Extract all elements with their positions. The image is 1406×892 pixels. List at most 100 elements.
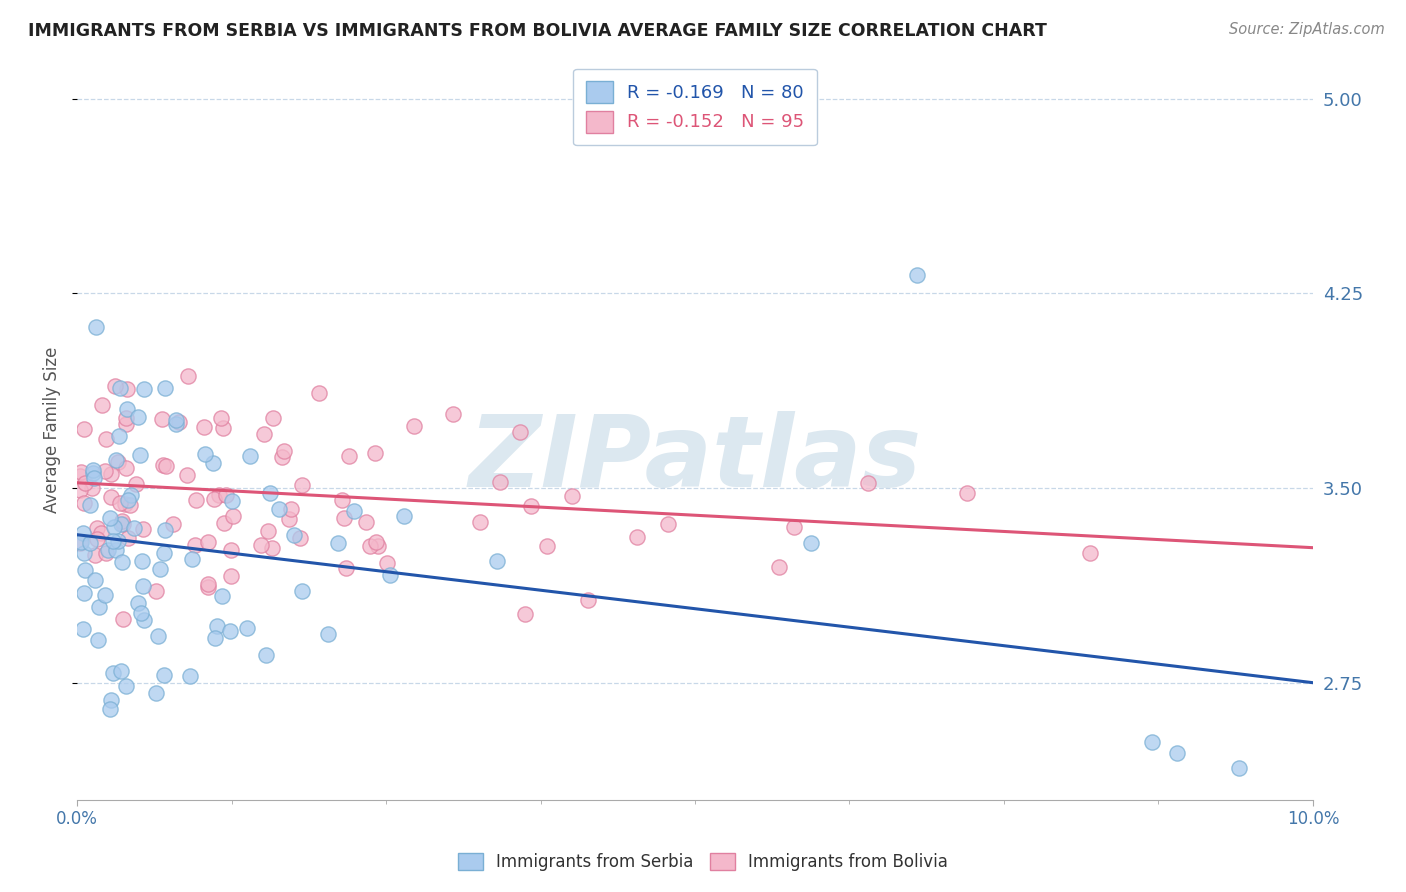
Point: [343, 504, 366, 518]
Point: [153, 668, 176, 682]
Point: [153, 381, 176, 395]
Point: [107, 455, 129, 469]
Point: [155, 459, 177, 474]
Point: [101, 665, 124, 680]
Point: [127, 409, 149, 424]
Point: [768, 559, 790, 574]
Point: [308, 386, 330, 401]
Point: [291, 583, 314, 598]
Point: [1080, 546, 1102, 560]
Point: [339, 449, 361, 463]
Point: [184, 492, 207, 507]
Point: [84, 548, 107, 562]
Point: [204, 631, 226, 645]
Point: [145, 584, 167, 599]
Point: [179, 668, 201, 682]
Point: [134, 382, 156, 396]
Point: [80, 481, 103, 495]
Point: [104, 378, 127, 392]
Point: [194, 447, 217, 461]
Point: [202, 491, 225, 506]
Point: [73, 546, 96, 560]
Point: [267, 501, 290, 516]
Point: [96, 433, 118, 447]
Point: [152, 458, 174, 472]
Text: IMMIGRANTS FROM SERBIA VS IMMIGRANTS FROM BOLIVIA AVERAGE FAMILY SIZE CORRELATIO: IMMIGRANTS FROM SERBIA VS IMMIGRANTS FRO…: [28, 22, 1047, 40]
Point: [72, 525, 94, 540]
Point: [117, 493, 139, 508]
Point: [165, 413, 187, 427]
Point: [181, 552, 204, 566]
Point: [176, 467, 198, 482]
Point: [197, 534, 219, 549]
Point: [262, 411, 284, 425]
Point: [262, 541, 284, 556]
Point: [1142, 735, 1164, 749]
Point: [86, 633, 108, 648]
Point: [103, 519, 125, 533]
Point: [86, 532, 108, 546]
Point: [956, 486, 979, 500]
Point: [114, 460, 136, 475]
Point: [165, 417, 187, 432]
Point: [856, 475, 879, 490]
Y-axis label: Average Family Size: Average Family Size: [44, 346, 60, 513]
Point: [208, 488, 231, 502]
Point: [205, 619, 228, 633]
Point: [118, 498, 141, 512]
Point: [219, 569, 242, 583]
Point: [73, 475, 96, 490]
Point: [364, 446, 387, 460]
Point: [215, 488, 238, 502]
Point: [115, 382, 138, 396]
Point: [291, 478, 314, 492]
Point: [561, 489, 583, 503]
Point: [209, 410, 232, 425]
Point: [69, 536, 91, 550]
Point: [125, 477, 148, 491]
Point: [69, 469, 91, 483]
Point: [335, 561, 357, 575]
Point: [112, 517, 135, 532]
Point: [316, 626, 339, 640]
Point: [129, 448, 152, 462]
Point: [221, 494, 243, 508]
Point: [111, 514, 134, 528]
Point: [83, 471, 105, 485]
Point: [197, 577, 219, 591]
Point: [100, 467, 122, 482]
Point: [73, 586, 96, 600]
Point: [328, 535, 350, 549]
Point: [82, 463, 104, 477]
Point: [107, 429, 129, 443]
Legend: R = -0.169   N = 80, R = -0.152   N = 95: R = -0.169 N = 80, R = -0.152 N = 95: [574, 69, 817, 145]
Point: [114, 497, 136, 511]
Point: [115, 410, 138, 425]
Point: [375, 556, 398, 570]
Point: [107, 533, 129, 548]
Point: [212, 421, 235, 435]
Text: Source: ZipAtlas.com: Source: ZipAtlas.com: [1229, 22, 1385, 37]
Point: [800, 536, 823, 550]
Point: [73, 563, 96, 577]
Point: [94, 546, 117, 560]
Point: [364, 534, 387, 549]
Point: [79, 536, 101, 550]
Point: [110, 517, 132, 532]
Point: [131, 579, 153, 593]
Point: [513, 607, 536, 621]
Point: [177, 369, 200, 384]
Point: [280, 502, 302, 516]
Point: [288, 531, 311, 545]
Point: [90, 525, 112, 540]
Point: [145, 686, 167, 700]
Point: [359, 540, 381, 554]
Point: [378, 567, 401, 582]
Point: [354, 515, 377, 529]
Point: [84, 573, 107, 587]
Point: [132, 613, 155, 627]
Point: [270, 450, 292, 464]
Point: [576, 593, 599, 607]
Point: [626, 529, 648, 543]
Point: [122, 521, 145, 535]
